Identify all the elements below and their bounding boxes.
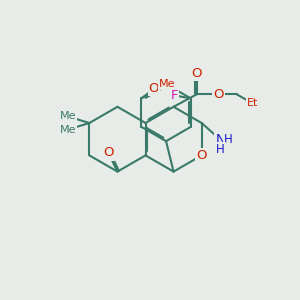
Text: Me: Me [59, 124, 76, 135]
Text: O: O [192, 67, 202, 80]
Text: N: N [215, 133, 225, 146]
Text: O: O [103, 146, 114, 160]
Text: H: H [216, 142, 225, 156]
Text: Me: Me [59, 111, 76, 122]
Text: Et: Et [247, 98, 258, 108]
Text: O: O [196, 149, 207, 162]
Text: H: H [224, 133, 233, 146]
Text: O: O [213, 88, 224, 101]
Text: F: F [170, 89, 178, 102]
Text: Me: Me [159, 79, 176, 89]
Text: O: O [149, 82, 159, 95]
